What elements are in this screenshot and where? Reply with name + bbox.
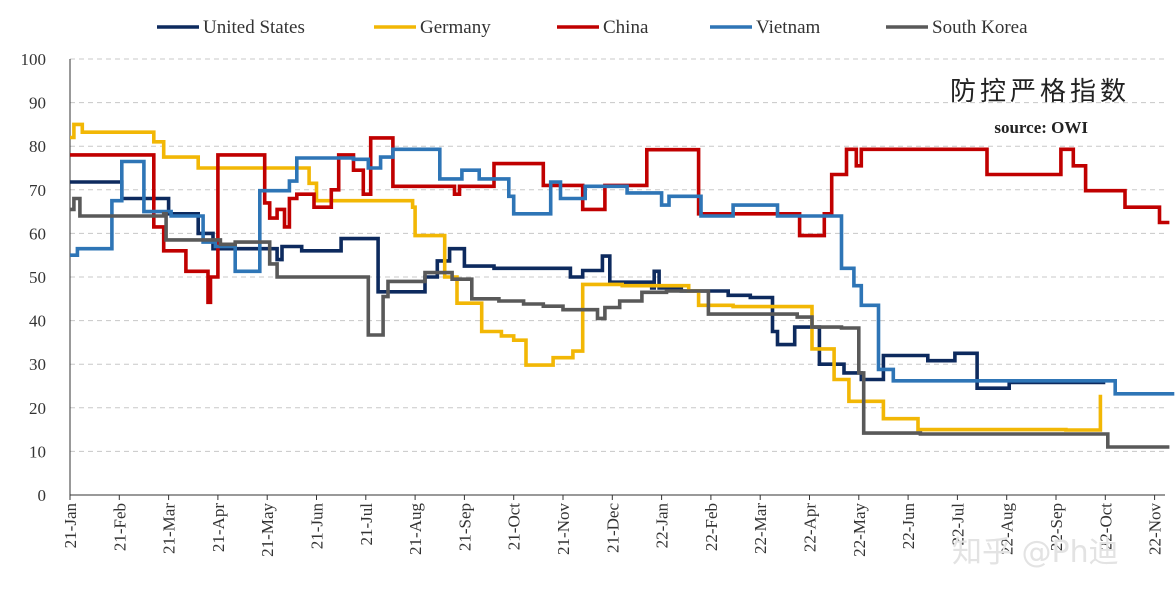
x-tick-label: 21-Mar <box>160 503 179 554</box>
x-tick-label: 22-Jul <box>948 503 967 546</box>
chart-subtitle: source: OWI <box>994 118 1088 137</box>
watermark: 知乎 @Ph迪 <box>952 535 1119 570</box>
series-line-china <box>70 136 1170 305</box>
x-tick-label: 22-Jun <box>899 503 918 550</box>
x-tick-label: 22-Nov <box>1146 503 1165 555</box>
legend-label: United States <box>203 17 305 38</box>
x-tick-label: 22-May <box>850 503 869 557</box>
legend-label: Germany <box>420 17 491 38</box>
x-tick-label: 21-Sep <box>455 503 474 551</box>
y-tick-label: 40 <box>29 312 46 331</box>
legend-label: Vietnam <box>756 17 821 38</box>
series-line-south-korea <box>70 196 1170 449</box>
series-line-germany <box>70 122 1103 432</box>
x-tick-label: 22-Aug <box>998 503 1017 555</box>
x-tick-label: 21-May <box>258 503 277 557</box>
x-tick-label: 22-Mar <box>751 503 770 554</box>
series-line-vietnam <box>70 147 1175 396</box>
y-tick-label: 30 <box>29 355 46 374</box>
y-tick-label: 70 <box>29 181 46 200</box>
x-tick-label: 21-Aug <box>406 503 425 555</box>
x-tick-label: 21-Feb <box>110 503 129 551</box>
y-tick-label: 60 <box>29 224 46 243</box>
y-tick-label: 0 <box>38 486 47 505</box>
axes: 0 10 20 30 40 50 60 70 80 90 100 21-Jan 21-Feb 21-Mar… <box>21 50 1165 557</box>
series-lines <box>70 122 1175 449</box>
x-tick-label: 22-Oct <box>1096 503 1115 550</box>
x-tick-label: 22-Jan <box>653 503 672 549</box>
legend-label: South Korea <box>932 17 1028 38</box>
x-tick-label: 22-Sep <box>1047 503 1066 551</box>
y-tick-label: 90 <box>29 94 46 113</box>
x-tick-label: 21-Nov <box>554 503 573 555</box>
legend: United States Germany China Vietnam South Ko… <box>157 17 1028 38</box>
x-tick-label: 21-Jan <box>61 503 80 549</box>
y-tick-label: 10 <box>29 442 46 461</box>
gridlines <box>70 58 1165 452</box>
x-tick-label: 22-Apr <box>801 503 820 552</box>
x-tick-label: 21-Dec <box>603 503 622 553</box>
y-tick-label: 20 <box>29 399 46 418</box>
y-tick-label: 100 <box>21 50 47 69</box>
x-tick-label: 21-Jul <box>357 503 376 546</box>
x-tick-label: 22-Feb <box>702 503 721 551</box>
y-tick-label: 80 <box>29 137 46 156</box>
chart-title: 防控严格指数 <box>950 77 1130 107</box>
x-tick-label: 21-Jun <box>308 503 327 550</box>
y-tick-label: 50 <box>29 268 46 287</box>
legend-label: China <box>603 17 649 38</box>
x-tick-label: 21-Apr <box>209 503 228 552</box>
x-tick-label: 21-Oct <box>505 503 524 550</box>
